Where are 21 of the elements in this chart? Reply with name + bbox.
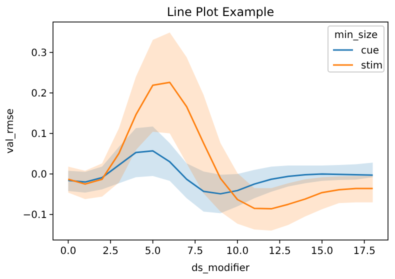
x-tick-label: 5.0 [144, 246, 161, 257]
y-tick-label: 0.1 [31, 128, 47, 140]
x-tick-label: 17.5 [353, 246, 376, 257]
y-tick-label: 0.2 [31, 88, 47, 100]
y-tick-label: −0.1 [22, 210, 47, 221]
legend-title: min_size [334, 30, 378, 41]
x-tick-label: 15.0 [310, 246, 334, 257]
x-axis-title: ds_modifier [191, 263, 250, 274]
x-tick-label: 2.5 [102, 246, 118, 257]
chart-title: Line Plot Example [166, 5, 274, 19]
y-tick-label: 0.3 [31, 48, 47, 59]
legend-label: cue [361, 46, 379, 56]
legend-label: stim [361, 60, 383, 72]
x-tick-label: 12.5 [268, 246, 291, 257]
line-series [67, 82, 374, 210]
x-tick-label: 7.5 [187, 246, 204, 257]
y-tick-label: 0.0 [31, 169, 47, 180]
y-axis-title: val_rmse [5, 108, 16, 154]
x-tick-label: 0.0 [60, 246, 76, 257]
x-tick-label: 10.0 [226, 246, 249, 257]
line-series [67, 150, 374, 195]
